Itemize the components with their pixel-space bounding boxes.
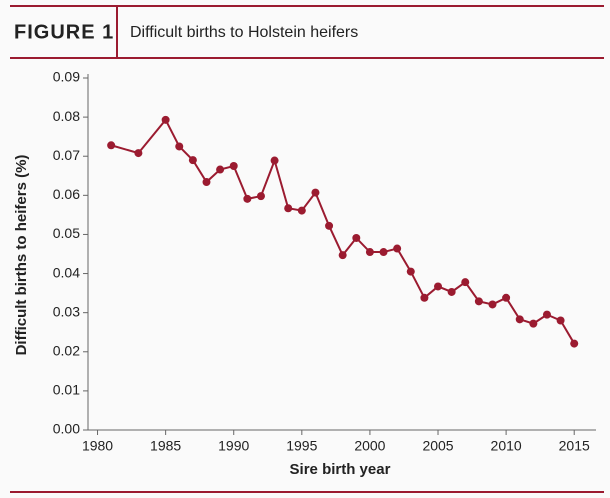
x-tick-label: 2015 xyxy=(559,438,590,454)
figure-label: FIGURE 1 xyxy=(14,21,114,43)
y-tick-label: 0.08 xyxy=(53,108,80,124)
y-tick-label: 0.04 xyxy=(53,264,80,280)
y-tick-label: 0.05 xyxy=(53,225,80,241)
data-point xyxy=(420,293,429,302)
data-point xyxy=(474,297,483,306)
data-point xyxy=(175,142,184,151)
data-point xyxy=(107,141,116,150)
y-tick-label: 0.06 xyxy=(53,186,80,202)
chart-title: Difficult births to Holstein heifers xyxy=(130,24,358,41)
data-point xyxy=(447,287,456,296)
data-point xyxy=(202,178,211,187)
data-point xyxy=(243,194,252,203)
data-point xyxy=(188,156,197,165)
data-point xyxy=(161,115,170,124)
y-tick-label: 0.03 xyxy=(53,303,80,319)
x-tick-label: 2005 xyxy=(422,438,453,454)
data-point xyxy=(556,316,565,325)
data-point xyxy=(542,310,551,319)
data-point xyxy=(311,188,320,197)
data-point xyxy=(284,204,293,213)
y-tick-label: 0.02 xyxy=(53,342,80,358)
data-point xyxy=(338,251,347,260)
data-point xyxy=(461,278,470,287)
y-tick-label: 0.09 xyxy=(53,69,80,85)
data-point xyxy=(393,244,402,253)
y-tick-label: 0.07 xyxy=(53,147,80,163)
data-point xyxy=(488,300,497,309)
x-tick-label: 1985 xyxy=(150,438,181,454)
x-tick-label: 1990 xyxy=(218,438,249,454)
data-point xyxy=(297,206,306,215)
data-point xyxy=(529,319,538,328)
data-point xyxy=(352,233,361,242)
data-point xyxy=(216,165,225,174)
x-axis-label: Sire birth year xyxy=(290,461,391,478)
data-point xyxy=(434,282,443,291)
y-tick-label: 0.01 xyxy=(53,382,80,398)
data-point xyxy=(406,267,415,276)
data-point xyxy=(502,293,511,302)
data-point xyxy=(379,248,388,257)
data-point xyxy=(256,192,265,201)
y-axis-label: Difficult births to heifers (%) xyxy=(13,155,30,356)
x-tick-label: 1995 xyxy=(286,438,317,454)
data-point xyxy=(325,221,334,230)
data-point xyxy=(570,339,579,348)
data-point xyxy=(270,156,279,165)
x-tick-label: 2010 xyxy=(491,438,522,454)
data-point xyxy=(365,248,374,257)
y-tick-label: 0.00 xyxy=(53,421,80,437)
x-tick-label: 1980 xyxy=(82,438,113,454)
x-tick-label: 2000 xyxy=(354,438,385,454)
data-point xyxy=(515,315,524,324)
data-point xyxy=(229,162,238,170)
data-point xyxy=(134,149,143,158)
